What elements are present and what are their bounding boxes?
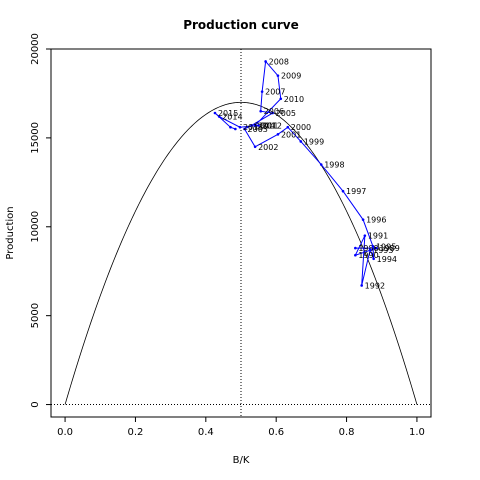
data-point (238, 125, 242, 129)
chart-title: Production curve (183, 18, 299, 32)
point-label: 2000 (291, 123, 311, 132)
point-label: 2006 (264, 107, 284, 116)
point-label: 2008 (269, 57, 289, 66)
data-point (250, 124, 253, 127)
x-tick-label: 0.0 (57, 427, 73, 438)
y-tick-label: 0 (30, 401, 41, 407)
data-point (259, 109, 263, 113)
point-label: 2010 (284, 95, 304, 104)
data-point (213, 111, 217, 115)
data-point (253, 124, 257, 127)
data-point (360, 284, 363, 287)
x-axis-label: B/K (233, 455, 250, 466)
point-label: 2015 (218, 109, 238, 118)
x-tick-label: 0.6 (268, 427, 284, 438)
x-tick-label: 0.2 (127, 427, 143, 438)
x-tick-label: 1.0 (409, 427, 425, 438)
y-tick-label: 15000 (30, 122, 41, 154)
data-point (217, 115, 221, 118)
data-point (354, 253, 357, 257)
point-label: 2007 (265, 88, 285, 97)
data-point (319, 163, 323, 166)
data-point (286, 125, 290, 129)
point-label: 2013 (243, 123, 263, 132)
x-tick-label: 0.8 (339, 427, 355, 438)
point-label: 2012 (262, 121, 282, 130)
data-point (372, 257, 375, 261)
data-point (341, 189, 345, 193)
production-curve-line (64, 101, 418, 405)
point-label: 2014 (222, 113, 242, 122)
point-label: 2001 (281, 130, 301, 139)
data-point (363, 234, 367, 237)
data-point (229, 125, 232, 129)
data-point (279, 97, 283, 101)
point-label: 2009 (281, 72, 301, 81)
point-label: 1988 (358, 244, 378, 253)
data-point (253, 145, 257, 149)
point-label: 1994 (377, 255, 397, 264)
y-tick-label: 5000 (30, 303, 41, 328)
point-label: 1995 (376, 242, 396, 251)
point-label: 2011 (258, 121, 278, 130)
production-curve (64, 101, 418, 405)
point-label: 1990 (358, 251, 378, 260)
data-point (354, 246, 357, 250)
point-label: 2005 (276, 109, 296, 118)
point-label: 1996 (366, 216, 386, 225)
point-label: 1992 (365, 281, 385, 290)
x-tick-label: 0.4 (198, 427, 214, 438)
y-tick-label: 20000 (30, 33, 41, 65)
data-point (361, 218, 365, 221)
data-point (276, 74, 280, 77)
data-point (368, 248, 372, 252)
point-label: 1999 (304, 137, 324, 146)
data-point (260, 90, 264, 93)
data-point (371, 245, 375, 248)
point-label: 1993 (373, 246, 393, 255)
data-point (375, 246, 378, 250)
data-point (299, 140, 303, 143)
point-label: 1991 (368, 232, 388, 241)
reference-lines (51, 49, 431, 417)
point-label: 1998 (324, 161, 344, 170)
point-label: 2003 (248, 125, 268, 134)
point-label: 1989 (379, 244, 399, 253)
point-label: 2004 (255, 121, 275, 130)
y-tick-label: 10000 (30, 211, 41, 243)
point-label: 1997 (346, 187, 366, 196)
data-point (243, 127, 246, 131)
data-point (234, 127, 237, 131)
data-point (257, 124, 260, 127)
y-axis-label: Production (5, 206, 16, 259)
data-point (276, 133, 280, 136)
y-axis: 0 5000 10000 15000 20000 (30, 33, 52, 408)
data-point (264, 60, 267, 63)
data-point (271, 111, 274, 115)
x-axis: 0.0 0.2 0.4 0.6 0.8 1.0 (57, 416, 425, 438)
point-label: 2002 (258, 143, 278, 152)
